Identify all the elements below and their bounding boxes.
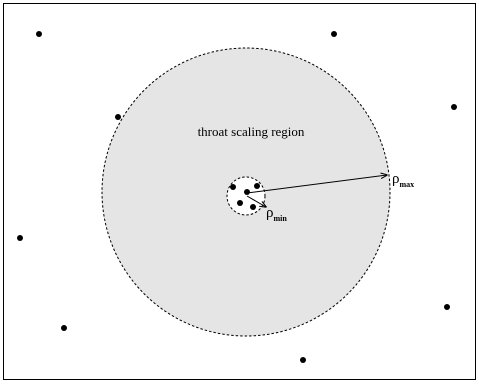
rho-min-subscript: min [274, 214, 288, 223]
region-label: throat scaling region [198, 124, 305, 139]
figure-frame [3, 3, 476, 380]
outer-point [115, 114, 121, 120]
inner-point [230, 184, 236, 190]
inner-point [250, 204, 256, 210]
rho-max-label: ρmax [392, 171, 414, 189]
outer-point [331, 31, 337, 37]
inner-point [254, 183, 260, 189]
rho-max-arrow [246, 175, 387, 194]
rho-min-label: ρmin [266, 205, 287, 223]
inner-point [244, 189, 250, 195]
rho-min-symbol: ρ [266, 205, 274, 221]
rho-max-subscript: max [400, 180, 415, 189]
rho-min-circle [226, 176, 266, 216]
rho-max-symbol: ρ [392, 171, 400, 187]
outer-point [36, 31, 42, 37]
inner-points [230, 183, 260, 210]
outer-point [451, 104, 457, 110]
outer-point [444, 304, 450, 310]
outer-point [17, 235, 23, 241]
rho-min-arrow [246, 195, 266, 207]
outer-point [61, 325, 67, 331]
inner-point [237, 200, 243, 206]
outer-points [17, 31, 457, 363]
outer-point [300, 357, 306, 363]
